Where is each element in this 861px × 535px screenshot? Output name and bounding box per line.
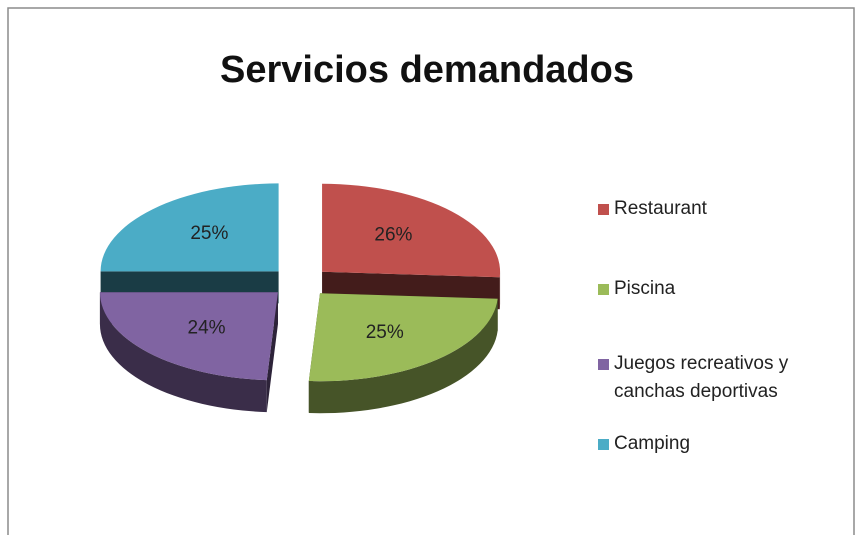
data-label: 26% [374,225,412,246]
legend-item: Restaurant [598,195,849,223]
legend-label: Juegos recreativos y canchas deportivas [614,353,789,402]
legend-item: Juegos recreativos y canchas deportivas [598,350,849,406]
slice [99,292,278,381]
legend-item: Piscina [598,275,849,303]
chart-border [7,7,855,535]
legend-swatch [598,204,609,215]
slice-side [99,292,267,413]
legend-label: Camping [614,433,691,454]
legend-label: Piscina [614,278,676,299]
chart-title: Servicios demandados [220,49,634,91]
legend-swatch [598,359,609,370]
slice [322,183,501,278]
slice [308,293,498,382]
legend-swatch [598,439,609,450]
slice-side [308,298,498,414]
legend-item: Camping [598,430,849,458]
slice [100,183,279,272]
legend-label: Restaurant [614,198,707,219]
data-label: 25% [366,322,404,343]
data-label: 24% [188,317,226,338]
legend-swatch [598,284,609,295]
data-label: 25% [190,223,228,244]
